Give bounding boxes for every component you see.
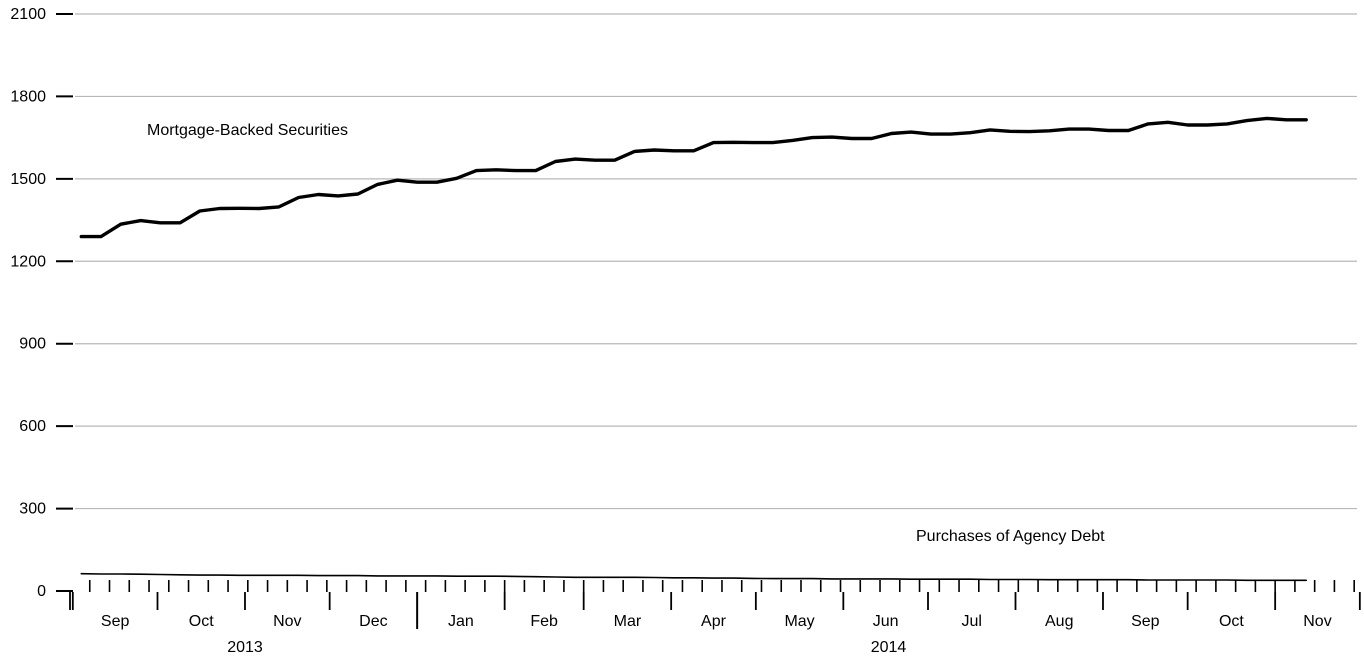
x-month-label: Oct <box>189 613 214 630</box>
y-tick-label-1800: 1800 <box>10 88 46 105</box>
x-month-label: Jan <box>448 613 474 630</box>
y-tick-label-1500: 1500 <box>10 171 46 188</box>
x-month-label: Jul <box>962 613 982 630</box>
series-label-purchases-of-agency-debt: Purchases of Agency Debt <box>916 528 1105 545</box>
y-tick-label-300: 300 <box>19 501 46 518</box>
y-axis: 2100 1800 1500 1200 900 600 300 0 <box>10 6 73 600</box>
x-month-label: May <box>784 613 814 630</box>
series-line-mortgage-backed-securities <box>79 116 1308 239</box>
x-month-label: Dec <box>359 613 387 630</box>
x-year-label-2014: 2014 <box>871 639 907 656</box>
x-month-label: Feb <box>530 613 558 630</box>
gridlines <box>75 13 1357 510</box>
x-month-label: Mar <box>614 613 642 630</box>
y-tick-label-900: 900 <box>19 336 46 353</box>
x-year-label-2013: 2013 <box>227 639 263 656</box>
x-month-label: Aug <box>1045 613 1073 630</box>
y-tick-label-0: 0 <box>37 583 46 600</box>
x-month-label: Sep <box>1131 613 1160 630</box>
x-month-label: Jun <box>873 613 899 630</box>
series-lines <box>79 116 1308 582</box>
y-tick-label-600: 600 <box>19 418 46 435</box>
series-line-purchases-of-agency-debt <box>80 572 1307 582</box>
y-tick-label-1200: 1200 <box>10 253 46 270</box>
y-tick-label-2100: 2100 <box>10 6 46 23</box>
x-month-label: Nov <box>273 613 301 630</box>
x-month-label: Sep <box>101 613 130 630</box>
series-label-mortgage-backed-securities: Mortgage-Backed Securities <box>147 122 348 139</box>
x-month-label: Apr <box>701 613 727 630</box>
x-axis: Sep Oct Nov Dec Jan Feb Mar Apr May Jun Jul Aug Sep O… <box>69 580 1361 656</box>
x-month-label: Oct <box>1219 613 1244 630</box>
x-month-label: Nov <box>1303 613 1331 630</box>
